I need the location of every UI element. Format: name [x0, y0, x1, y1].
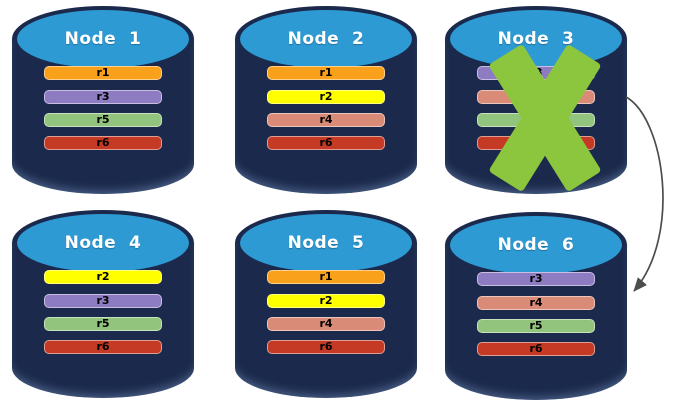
replica-bar: r5 — [44, 317, 162, 331]
failed-x-icon — [445, 6, 627, 194]
replica-label: r2 — [96, 270, 110, 283]
replica-label: r3 — [529, 272, 543, 285]
replica-bar: r6 — [267, 340, 385, 354]
replica-label: r3 — [96, 294, 110, 307]
replica-bar: r2 — [267, 90, 385, 104]
arrow-path — [625, 96, 664, 292]
replica-label: r6 — [529, 342, 543, 355]
replica-label: r2 — [319, 294, 333, 307]
cylinder-top-face — [240, 10, 412, 68]
node-2: Node 2 r1 r2 r4 r6 — [235, 6, 417, 194]
replica-label: r2 — [319, 90, 333, 103]
replica-label: r6 — [96, 340, 110, 353]
node-title: Node 5 — [287, 233, 365, 253]
replica-bar: r2 — [44, 270, 162, 284]
replica-bar: r6 — [44, 136, 162, 150]
replica-bar: r6 — [44, 340, 162, 354]
node-title: Node 6 — [497, 235, 575, 255]
replica-label: r4 — [319, 317, 333, 330]
replica-label: r5 — [529, 319, 543, 332]
replica-bar: r2 — [267, 294, 385, 308]
replica-bar: r4 — [267, 113, 385, 127]
replica-bar: r3 — [44, 90, 162, 104]
node-title: Node 3 — [497, 29, 575, 49]
replica-label: r6 — [96, 136, 110, 149]
replica-label: r3 — [96, 90, 110, 103]
replica-bar: r3 — [44, 294, 162, 308]
replica-bar: r5 — [477, 319, 595, 333]
cylinder-top-face — [240, 214, 412, 272]
replica-label: r6 — [319, 136, 333, 149]
replica-label: r4 — [319, 113, 333, 126]
replica-bar: r1 — [267, 66, 385, 80]
replica-bar: r4 — [477, 296, 595, 310]
cylinder-top-face — [17, 214, 189, 272]
replica-label: r1 — [96, 66, 110, 79]
replica-label: r6 — [319, 340, 333, 353]
node-1: Node 1 r1 r3 r5 r6 — [12, 6, 194, 194]
node-5: Node 5 r1 r2 r4 r6 — [235, 210, 417, 398]
replica-bar: r1 — [267, 270, 385, 284]
replica-label: r5 — [96, 113, 110, 126]
replica-label: r4 — [529, 296, 543, 309]
replica-bar: r5 — [44, 113, 162, 127]
cylinder-top-face — [450, 216, 622, 274]
replica-bar: r1 — [44, 66, 162, 80]
node-title: Node 2 — [287, 29, 365, 49]
replica-bar: r3 — [477, 272, 595, 286]
replica-label: r1 — [319, 66, 333, 79]
node-3: Node 3 r3 r4 r5 r6 — [445, 6, 627, 194]
replica-label: r1 — [319, 270, 333, 283]
replica-bar: r4 — [267, 317, 385, 331]
node-title: Node 1 — [64, 29, 142, 49]
node-6: Node 6 r3 r4 r5 r6 — [445, 212, 627, 400]
cylinder-top-face — [17, 10, 189, 68]
node-4: Node 4 r2 r3 r5 r6 — [12, 210, 194, 398]
replica-bar: r6 — [477, 342, 595, 356]
node-title: Node 4 — [64, 233, 142, 253]
cylinder-top-face — [450, 10, 622, 68]
replica-label: r5 — [96, 317, 110, 330]
replica-bar: r6 — [267, 136, 385, 150]
